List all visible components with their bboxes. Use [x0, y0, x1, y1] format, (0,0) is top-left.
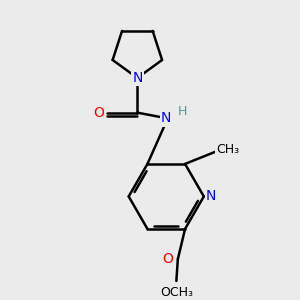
Text: N: N — [206, 189, 216, 203]
Text: O: O — [162, 252, 173, 266]
Text: H: H — [178, 105, 187, 118]
Text: CH₃: CH₃ — [216, 143, 239, 156]
Text: N: N — [132, 71, 142, 85]
Text: N: N — [161, 111, 171, 125]
Text: O: O — [93, 106, 104, 120]
Text: OCH₃: OCH₃ — [160, 286, 193, 299]
